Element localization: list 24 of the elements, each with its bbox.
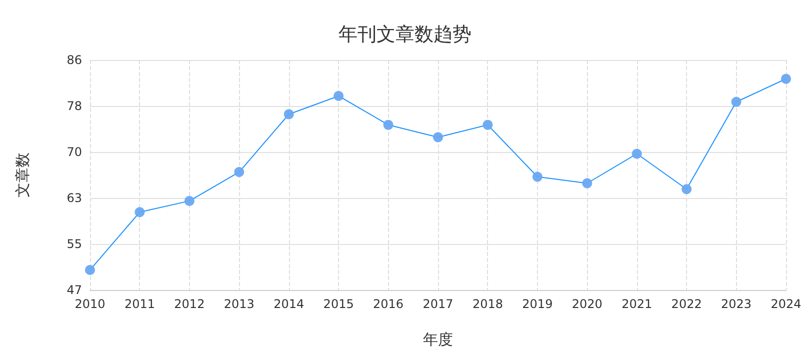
x-tick-label: 2023 — [721, 297, 752, 311]
y-axis-title: 文章数 — [14, 152, 32, 198]
y-tick-label: 78 — [66, 99, 82, 113]
y-tick-label: 47 — [66, 283, 82, 297]
x-tick-label: 2019 — [522, 297, 553, 311]
y-tick-label: 55 — [66, 237, 82, 251]
x-tick-label: 2024 — [770, 297, 802, 311]
x-tick-label: 2015 — [323, 297, 354, 311]
x-tick-label: 2013 — [224, 297, 254, 311]
x-tick-label: 2021 — [622, 297, 652, 311]
y-tick-label: 63 — [66, 191, 82, 205]
y-tick-label: 70 — [66, 145, 82, 159]
x-tick-label: 2022 — [671, 297, 702, 311]
x-tick-label: 2012 — [174, 297, 205, 311]
y-tick-label: 86 — [66, 53, 82, 67]
x-tick-label: 2010 — [74, 297, 106, 311]
x-tick-label: 2016 — [373, 297, 404, 311]
chart-title: 年刊文章数趋势 — [338, 24, 472, 46]
x-tick-label: 2011 — [124, 297, 155, 311]
x-tick-label: 2017 — [422, 297, 454, 311]
x-axis-title: 年度 — [423, 330, 453, 348]
x-tick-label: 2014 — [274, 297, 304, 311]
x-tick-label: 2018 — [472, 297, 503, 311]
x-tick-label: 2020 — [572, 297, 602, 311]
